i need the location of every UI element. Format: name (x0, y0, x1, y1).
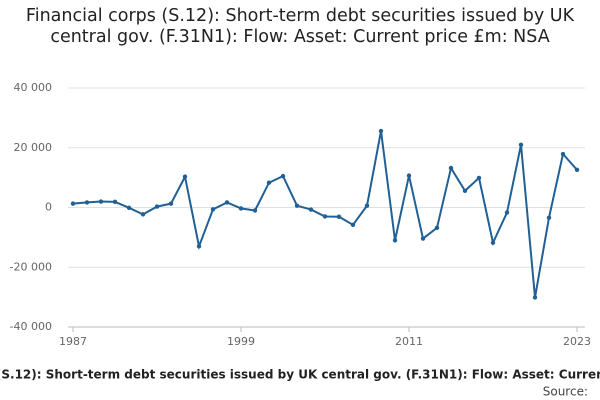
y-tick-label: 20 000 (14, 141, 53, 154)
point (322, 214, 328, 219)
line (72, 130, 578, 298)
point (210, 207, 216, 212)
point (224, 200, 230, 205)
point (546, 215, 552, 220)
point (462, 188, 468, 193)
point (140, 212, 146, 217)
point (490, 240, 496, 245)
y-tick-label: -20 000 (10, 260, 52, 273)
x-tick-label: 2023 (563, 335, 591, 348)
y-tick-label: 40 000 (14, 81, 53, 94)
y-tick-label: 0 (45, 201, 52, 214)
point (308, 207, 314, 212)
point (392, 238, 398, 243)
x-axis-label: Financial corps (S.12): Short-term debt … (0, 368, 600, 382)
y-tick-label: -40 000 (10, 320, 52, 333)
point (434, 225, 440, 231)
point (574, 167, 580, 173)
point (406, 173, 412, 178)
point (266, 180, 272, 185)
point (112, 199, 118, 205)
point (336, 214, 342, 219)
point (154, 204, 160, 209)
point (280, 173, 286, 179)
point (168, 201, 174, 206)
point (560, 151, 566, 157)
chart-title: Financial corps (S.12): Short-term debt … (25, 6, 575, 47)
x-tick-label: 1987 (59, 335, 87, 348)
point (378, 128, 384, 134)
point (238, 206, 244, 211)
point (196, 244, 202, 249)
point (364, 203, 370, 208)
point (504, 210, 510, 215)
point (294, 203, 300, 208)
point (476, 175, 482, 181)
point (420, 236, 426, 241)
point (448, 165, 454, 171)
point (70, 201, 76, 206)
point (350, 222, 356, 228)
x-tick-label: 1999 (227, 335, 255, 348)
source: Source: (543, 385, 588, 399)
point (518, 142, 524, 147)
point (98, 199, 104, 204)
point (182, 174, 188, 179)
point (84, 200, 90, 205)
point (532, 295, 538, 300)
x-tick-label: 2011 (395, 335, 423, 348)
point (252, 208, 258, 213)
point (126, 205, 132, 210)
